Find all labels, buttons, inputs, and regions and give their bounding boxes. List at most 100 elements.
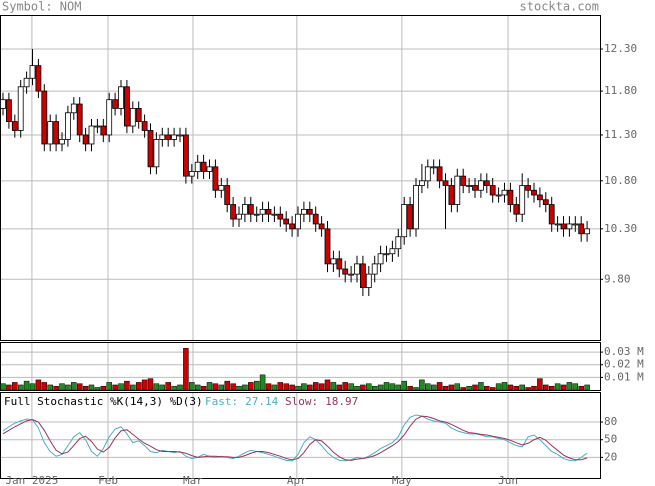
volume-bar	[584, 384, 590, 391]
candle-body	[241, 204, 248, 215]
volume-bar	[76, 383, 83, 391]
volume-bar	[407, 385, 413, 391]
panel	[0, 15, 601, 341]
stoch-line	[2, 414, 588, 462]
volume-bar	[118, 383, 124, 391]
candle-body	[472, 185, 478, 191]
x-tick-label: May	[392, 474, 412, 486]
volume-bar	[112, 384, 118, 391]
candle-body	[407, 204, 414, 230]
y-tick-label: 10.80	[604, 174, 637, 187]
candle-body	[418, 180, 425, 186]
x-tick-label: Jun	[498, 474, 518, 486]
volume-bar	[194, 384, 201, 391]
candle-body	[584, 228, 590, 235]
candle-body	[129, 108, 136, 127]
volume-bar	[224, 380, 230, 391]
volume-bar	[519, 384, 525, 391]
candle-body	[424, 166, 431, 182]
candle-body	[182, 134, 189, 177]
volume-bar	[307, 384, 313, 391]
candle-body	[236, 213, 242, 220]
candle-body	[259, 208, 266, 215]
candle-body	[436, 166, 443, 182]
candle-body	[489, 185, 496, 196]
candle-body	[194, 161, 201, 172]
candle-body	[389, 248, 396, 255]
candle-body	[271, 213, 278, 216]
volume-bar	[377, 384, 384, 391]
volume-bar	[289, 384, 295, 391]
candle-body	[554, 223, 561, 226]
volume-bar	[141, 379, 148, 391]
candle-body	[218, 185, 225, 191]
candle-body	[118, 86, 124, 109]
candle-body	[76, 103, 83, 136]
candle-body	[448, 185, 455, 205]
volume-bar	[395, 384, 402, 391]
volume-bar	[59, 383, 65, 391]
candle-body	[47, 121, 54, 145]
y-tick-label: 50	[604, 433, 617, 446]
volume-bar	[177, 384, 183, 391]
candle-body	[206, 166, 213, 172]
volume-bar	[336, 384, 343, 391]
candle-body	[141, 121, 148, 131]
candle-body	[112, 99, 118, 109]
legend-name: Fast:	[205, 395, 238, 408]
volume-bar	[135, 382, 142, 391]
volume-bar	[277, 382, 284, 391]
volume-bar	[159, 384, 166, 391]
candle-body	[283, 218, 290, 225]
candle-body	[442, 180, 449, 186]
y-tick-label: 11.30	[604, 128, 637, 141]
volume-bar	[130, 384, 136, 391]
y-tick-label: 12.30	[604, 42, 637, 55]
volume-bar	[236, 385, 242, 391]
volume-bar	[312, 382, 319, 391]
candle-body	[277, 213, 284, 220]
volume-bar	[572, 383, 579, 391]
candle-body	[336, 258, 343, 270]
volume-bar	[17, 384, 24, 391]
panel	[0, 342, 601, 391]
volume-bar	[88, 384, 95, 391]
candle-body	[377, 253, 384, 265]
volume-bar	[566, 382, 573, 391]
volume-bar	[23, 380, 30, 391]
candle-body	[0, 99, 6, 109]
volume-bar	[253, 380, 260, 391]
x-tick-label: Feb	[98, 474, 118, 486]
volume-bar	[71, 382, 77, 391]
volume-bar	[478, 382, 484, 391]
volume-bar	[525, 387, 531, 391]
candle-body	[542, 199, 549, 205]
volume-bar	[371, 385, 378, 391]
volume-bar	[212, 383, 219, 391]
volume-bar	[354, 385, 360, 391]
volume-bar	[495, 383, 502, 391]
x-tick-label: Jan 2025	[5, 474, 58, 486]
volume-bar	[448, 384, 455, 391]
y-tick-label: 10.30	[604, 222, 637, 235]
candle-body	[495, 194, 502, 197]
x-tick-label: Apr	[287, 474, 307, 486]
candle-body	[253, 213, 260, 216]
candle-body	[165, 134, 172, 140]
candle-body	[53, 121, 59, 145]
candle-body	[342, 268, 349, 275]
candle-body	[312, 213, 319, 225]
volume-bar	[531, 385, 537, 391]
candle-body	[383, 253, 390, 256]
volume-bar	[248, 382, 254, 391]
volume-bar	[0, 383, 6, 391]
candle-body	[153, 139, 160, 168]
candle-body	[289, 223, 296, 230]
volume-bar	[82, 385, 89, 391]
volume-bar	[165, 382, 171, 391]
candle-body	[147, 130, 154, 168]
candle-body	[359, 263, 366, 288]
candle-body	[477, 180, 484, 191]
volume-bar	[554, 383, 561, 391]
candle-body	[224, 185, 231, 205]
